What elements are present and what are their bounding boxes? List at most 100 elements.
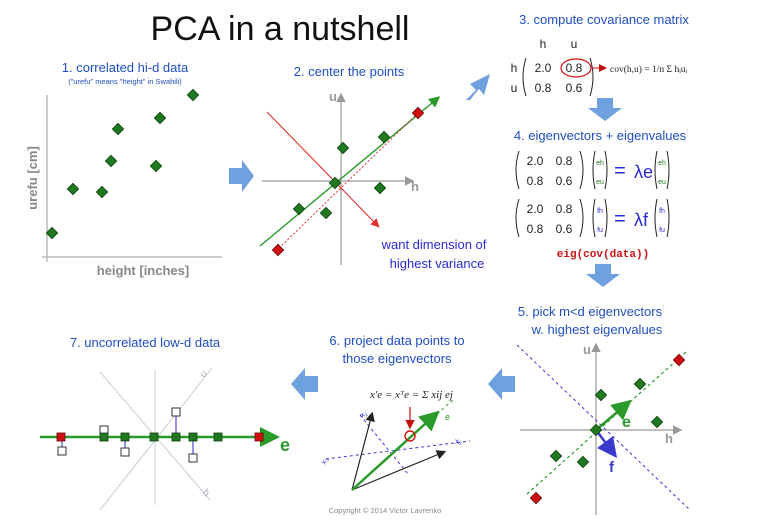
step3-m22: 0.6 bbox=[566, 81, 583, 95]
data-point bbox=[377, 130, 391, 144]
data-point bbox=[254, 432, 264, 442]
data-point bbox=[594, 388, 608, 402]
step4-vec-f-u-2: fu bbox=[659, 227, 665, 234]
data-point bbox=[188, 432, 198, 442]
step3-panel: 3. compute covariance matrix h u h u 2.0… bbox=[511, 12, 689, 97]
step2-axis-h: h bbox=[411, 179, 419, 194]
step5-f-vector bbox=[595, 429, 617, 458]
step4-lambda-e: λe bbox=[634, 162, 653, 182]
flow-arrow-left-icon bbox=[291, 368, 318, 400]
step5-axis-u: u bbox=[583, 342, 591, 357]
data-point bbox=[120, 447, 130, 457]
step5-points bbox=[529, 353, 686, 505]
flow-arrow-down-icon bbox=[586, 264, 620, 287]
step4-vec-f-u: fu bbox=[597, 227, 603, 234]
data-point bbox=[672, 353, 686, 367]
step4-m12-b: 0.8 bbox=[556, 202, 573, 216]
data-point bbox=[336, 141, 350, 155]
data-point bbox=[120, 432, 130, 442]
data-point bbox=[57, 446, 67, 456]
data-point bbox=[319, 206, 333, 220]
step7-heading: 7. uncorrelated low-d data bbox=[70, 335, 221, 350]
step6-vector-1 bbox=[351, 411, 375, 491]
vector-bracket bbox=[654, 150, 670, 190]
step4-code: eig(cov(data)) bbox=[557, 249, 649, 261]
data-point bbox=[328, 176, 342, 190]
flow-arrow-right-icon bbox=[229, 160, 254, 192]
step4-heading: 4. eigenvectors + eigenvalues bbox=[514, 128, 687, 143]
data-point bbox=[633, 377, 647, 391]
step2-annotation-line1: want dimension of bbox=[381, 237, 487, 252]
data-point bbox=[104, 154, 118, 168]
matrix-bracket-right bbox=[579, 198, 584, 238]
data-point bbox=[373, 181, 387, 195]
step4-m21: 0.8 bbox=[527, 174, 544, 188]
step2-annotation-line2: highest variance bbox=[390, 256, 485, 271]
step4-m22-b: 0.6 bbox=[556, 222, 573, 236]
step5-heading-line2: w. highest eigenvalues bbox=[531, 322, 663, 337]
step4-vec-e-h-2: eh bbox=[658, 160, 666, 167]
data-point bbox=[99, 432, 109, 442]
step5-e-vector bbox=[595, 399, 632, 431]
step6-formula: x'e = xᵀe = Σ xij ej bbox=[369, 389, 453, 401]
step1-ylabel: urefu [cm] bbox=[25, 146, 40, 210]
axis-tick-label: u bbox=[198, 369, 210, 380]
step3-formula: cov(h,u) = 1/n Σ hᵢuᵢ bbox=[610, 64, 687, 75]
step2-axis-u: u bbox=[329, 89, 337, 104]
step7-panel: 7. uncorrelated low-d data u h e bbox=[40, 335, 290, 511]
step6-dashed-blue-2 bbox=[359, 414, 409, 475]
step4-m21-b: 0.8 bbox=[527, 222, 544, 236]
step5-blue-dashed-line bbox=[516, 344, 691, 511]
step1-points bbox=[45, 88, 200, 240]
step4-panel: 4. eigenvectors + eigenvalues 2.0 0.8 0.… bbox=[514, 128, 687, 261]
matrix-bracket-right bbox=[579, 150, 584, 190]
data-point bbox=[95, 185, 109, 199]
data-point bbox=[549, 449, 563, 463]
step4-m22: 0.6 bbox=[556, 174, 573, 188]
step5-heading-line1: 5. pick m<d eigenvectors bbox=[518, 304, 663, 319]
step6-e-vector bbox=[351, 410, 440, 491]
step2-red-dotted-line bbox=[275, 112, 419, 252]
flow-arrow-left-icon bbox=[488, 368, 515, 400]
step5-label-e: e bbox=[622, 414, 631, 431]
data-point bbox=[576, 455, 590, 469]
data-point bbox=[650, 415, 664, 429]
data-point bbox=[171, 407, 181, 417]
matrix-bracket-right bbox=[589, 57, 594, 97]
step3-heading: 3. compute covariance matrix bbox=[519, 12, 689, 27]
step4-vec-f-h: fh bbox=[597, 208, 603, 215]
matrix-bracket-left bbox=[522, 57, 527, 97]
step6-vector-2 bbox=[351, 450, 447, 491]
data-point bbox=[271, 243, 285, 257]
step3-m11: 2.0 bbox=[535, 61, 552, 75]
step2-heading: 2. center the points bbox=[294, 64, 405, 79]
page-title: PCA in a nutshell bbox=[151, 10, 410, 48]
step4-vec-e-u-2: eu bbox=[658, 179, 666, 186]
axis-tick-label: x₁ bbox=[359, 408, 370, 419]
step2-red-direction bbox=[266, 111, 380, 228]
step4-lambda-f: λf bbox=[634, 210, 649, 230]
axis-tick-label: e bbox=[445, 412, 450, 422]
step2-points bbox=[271, 106, 425, 257]
data-point bbox=[56, 432, 66, 442]
matrix-bracket-left bbox=[515, 150, 520, 190]
step4-m11: 2.0 bbox=[527, 154, 544, 168]
step2-panel: 2. center the points u h want dimension … bbox=[259, 64, 487, 271]
vector-bracket bbox=[592, 150, 608, 190]
step3-row-h: h bbox=[511, 61, 518, 75]
step3-m21: 0.8 bbox=[535, 81, 552, 95]
step5-label-f: f bbox=[609, 459, 615, 476]
step3-col-h: h bbox=[540, 37, 547, 51]
step4-equals-1: = bbox=[614, 160, 626, 182]
axis-tick-label: x₃ bbox=[319, 455, 330, 466]
data-point bbox=[111, 122, 125, 136]
step4-m11-b: 2.0 bbox=[527, 202, 544, 216]
step1-heading: 1. correlated hi-d data bbox=[62, 60, 189, 75]
step4-vec-f-h-2: fh bbox=[659, 208, 665, 215]
step5-panel: 5. pick m<d eigenvectors w. highest eige… bbox=[516, 304, 691, 515]
vector-bracket bbox=[654, 198, 670, 238]
step6-heading-line2: those eigenvectors bbox=[342, 351, 452, 366]
data-point bbox=[589, 423, 603, 437]
data-point bbox=[292, 202, 306, 216]
